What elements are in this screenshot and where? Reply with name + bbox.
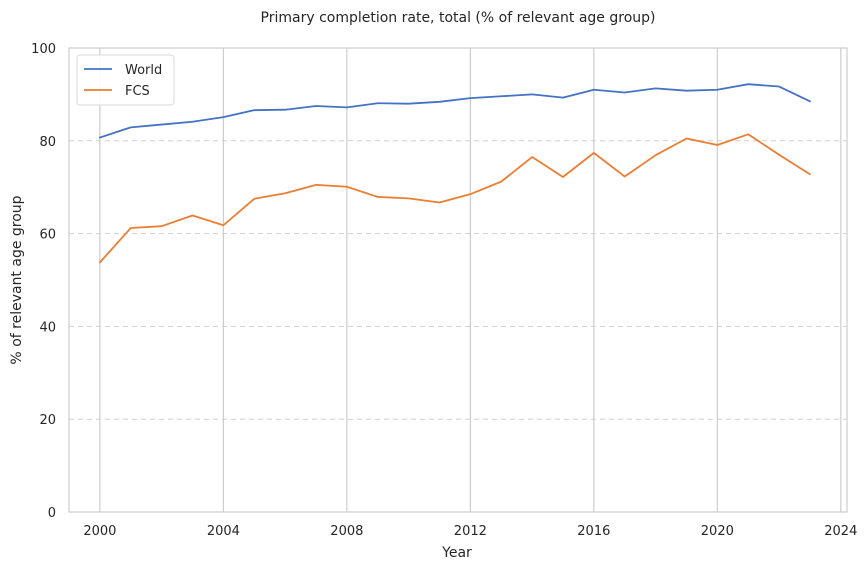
chart-title: Primary completion rate, total (% of rel…	[261, 10, 656, 26]
legend: World FCS	[76, 54, 175, 106]
series-line-world	[98, 83, 811, 139]
x-tick-label: 2024	[824, 524, 857, 539]
legend-label: FCS	[125, 84, 150, 99]
y-tick-label: 20	[39, 413, 56, 428]
x-tick-label: 2000	[83, 524, 116, 539]
y-axis-title: % of relevant age group	[9, 195, 25, 364]
y-tick-label: 100	[31, 42, 56, 57]
x-tick-label: 2008	[330, 524, 363, 539]
x-axis-title: Year	[441, 545, 472, 561]
x-tick-label: 2004	[207, 524, 240, 539]
legend-box	[76, 54, 175, 106]
series-lines	[98, 83, 811, 264]
y-tick-label: 60	[39, 228, 56, 243]
plot-area	[69, 48, 847, 512]
series-line-fcs	[98, 133, 811, 264]
y-tick-label: 0	[48, 506, 56, 521]
tick-labels: 2000 2004 2008 2012 2016 2020 2024 0 20 40 60 80 100	[31, 42, 857, 539]
x-tick-label: 2012	[454, 524, 487, 539]
x-tick-label: 2020	[701, 524, 734, 539]
y-tick-label: 80	[39, 135, 56, 150]
x-tick-label: 2016	[577, 524, 610, 539]
y-tick-label: 40	[39, 320, 56, 335]
plot-border	[68, 47, 848, 513]
legend-label: World	[125, 63, 162, 78]
grid-lines	[69, 48, 847, 512]
